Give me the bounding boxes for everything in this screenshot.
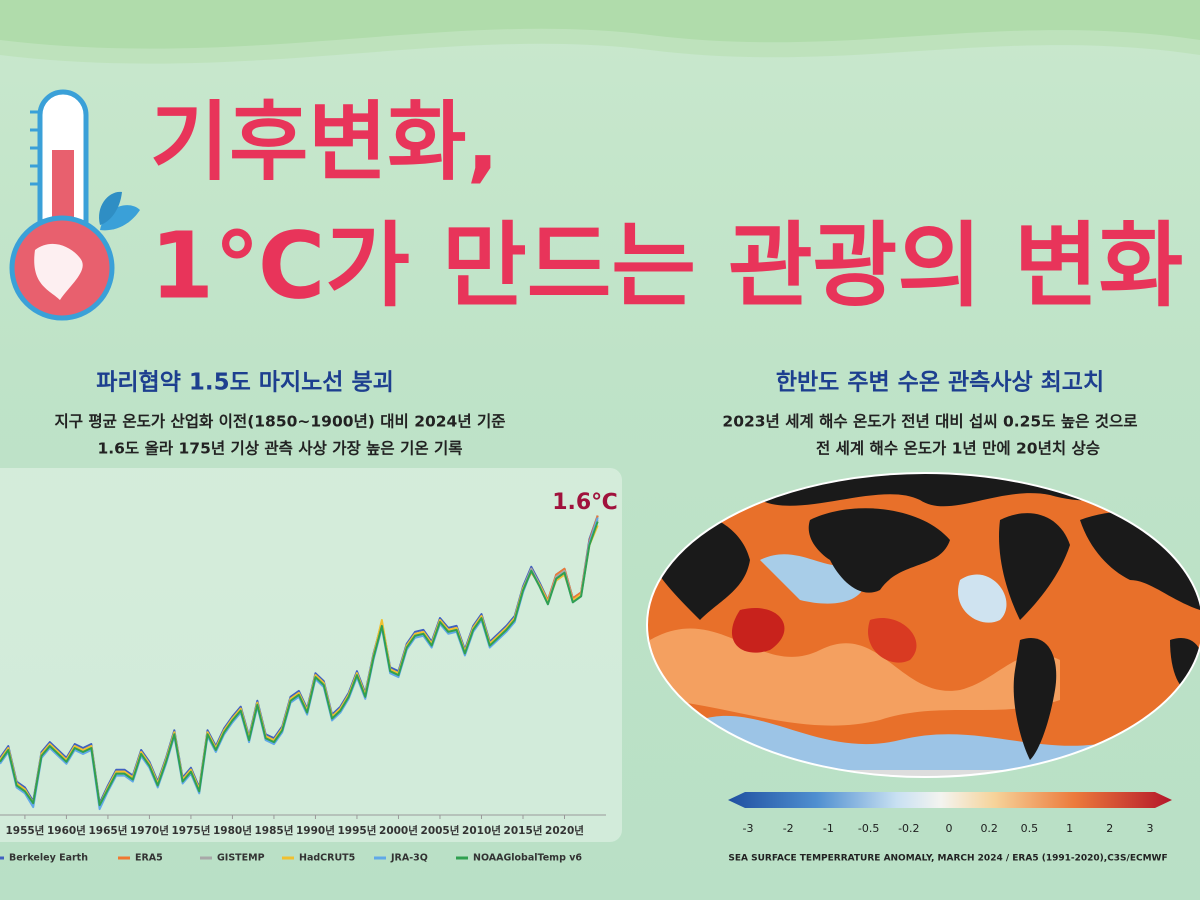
colorbar-label: 0.5 — [1021, 822, 1039, 835]
colorbar-labels: -3 -2 -1 -0.5 -0.2 0 0.2 0.5 1 2 3 — [743, 822, 1154, 835]
title-line-1: 기후변화, — [150, 92, 499, 192]
legend: Berkeley Earth ERA5 GISTEMP HadCRUT5 JRA-3Q N… — [0, 853, 582, 864]
series-line — [0, 521, 599, 807]
legend-label: HadCRUT5 — [299, 853, 355, 864]
colorbar — [728, 792, 1172, 808]
x-tick-label: 1990년 — [296, 824, 335, 837]
x-tick-label: 1960년 — [47, 824, 86, 837]
chart-panel — [0, 468, 622, 842]
x-tick-label: 1965년 — [88, 824, 127, 837]
panel-text: 1.6도 올라 175년 기상 관측 사상 가장 높은 기온 기록 — [97, 439, 462, 458]
plot: 1955년 1960년 1965년 1970년 1975년 1980년 1985년 1990년… — [0, 515, 599, 837]
legend-label: GISTEMP — [217, 853, 265, 864]
wave — [0, 0, 1200, 64]
colorbar-label: 3 — [1147, 822, 1154, 835]
x-tick-label: 2000년 — [379, 824, 418, 837]
x-tick-label: 1980년 — [213, 824, 252, 837]
legend-label: NOAAGlobalTemp v6 — [473, 853, 582, 864]
colorbar-label: -0.2 — [898, 822, 919, 835]
colorbar-label: 2 — [1106, 822, 1113, 835]
colorbar-label: 1 — [1066, 822, 1073, 835]
panel-text: 지구 평균 온도가 산업화 이전(1850~1900년) 대비 2024년 기준 — [54, 412, 505, 431]
colorbar-label: -0.5 — [858, 822, 879, 835]
title-line-2: 1℃가 만드는 관광의 변화 — [150, 212, 1183, 319]
panel-heading: 한반도 주변 수온 관측사상 최고치 — [776, 370, 1104, 396]
x-tick-label: 1970년 — [130, 824, 169, 837]
legend-label: ERA5 — [135, 853, 163, 864]
annotation: 1.6℃ — [552, 490, 618, 515]
thermometer-icon — [9, 89, 140, 321]
colorbar-label: -3 — [743, 822, 754, 835]
colorbar-label: 0 — [946, 822, 953, 835]
x-tick-label: 1985년 — [254, 824, 293, 837]
x-tick-label: 2005년 — [421, 824, 460, 837]
x-tick-label: 2020년 — [545, 824, 584, 837]
x-tick-label: 2010년 — [462, 824, 501, 837]
x-tick-label: 1975년 — [171, 824, 210, 837]
map-border — [646, 472, 1200, 778]
colorbar-label: -1 — [823, 822, 834, 835]
colorbar-label: 0.2 — [980, 822, 998, 835]
x-tick-label: 1995년 — [338, 824, 377, 837]
panel-heading: 파리협약 1.5도 마지노선 붕괴 — [96, 370, 394, 396]
sst-map — [647, 473, 1200, 777]
colorbar-label: -2 — [783, 822, 794, 835]
x-tick-label: 1955년 — [5, 824, 44, 837]
panel-text: 전 세계 해수 온도가 1년 만에 20년치 상승 — [816, 439, 1100, 458]
legend-label: JRA-3Q — [390, 853, 428, 864]
x-tick-label: 2015년 — [504, 824, 543, 837]
panel-text: 2023년 세계 해수 온도가 전년 대비 섭씨 0.25도 높은 것으로 — [722, 412, 1137, 431]
legend-label: Berkeley Earth — [9, 853, 88, 864]
map-caption: SEA SURFACE TEMPERRATURE ANOMALY, MARCH … — [728, 854, 1167, 864]
